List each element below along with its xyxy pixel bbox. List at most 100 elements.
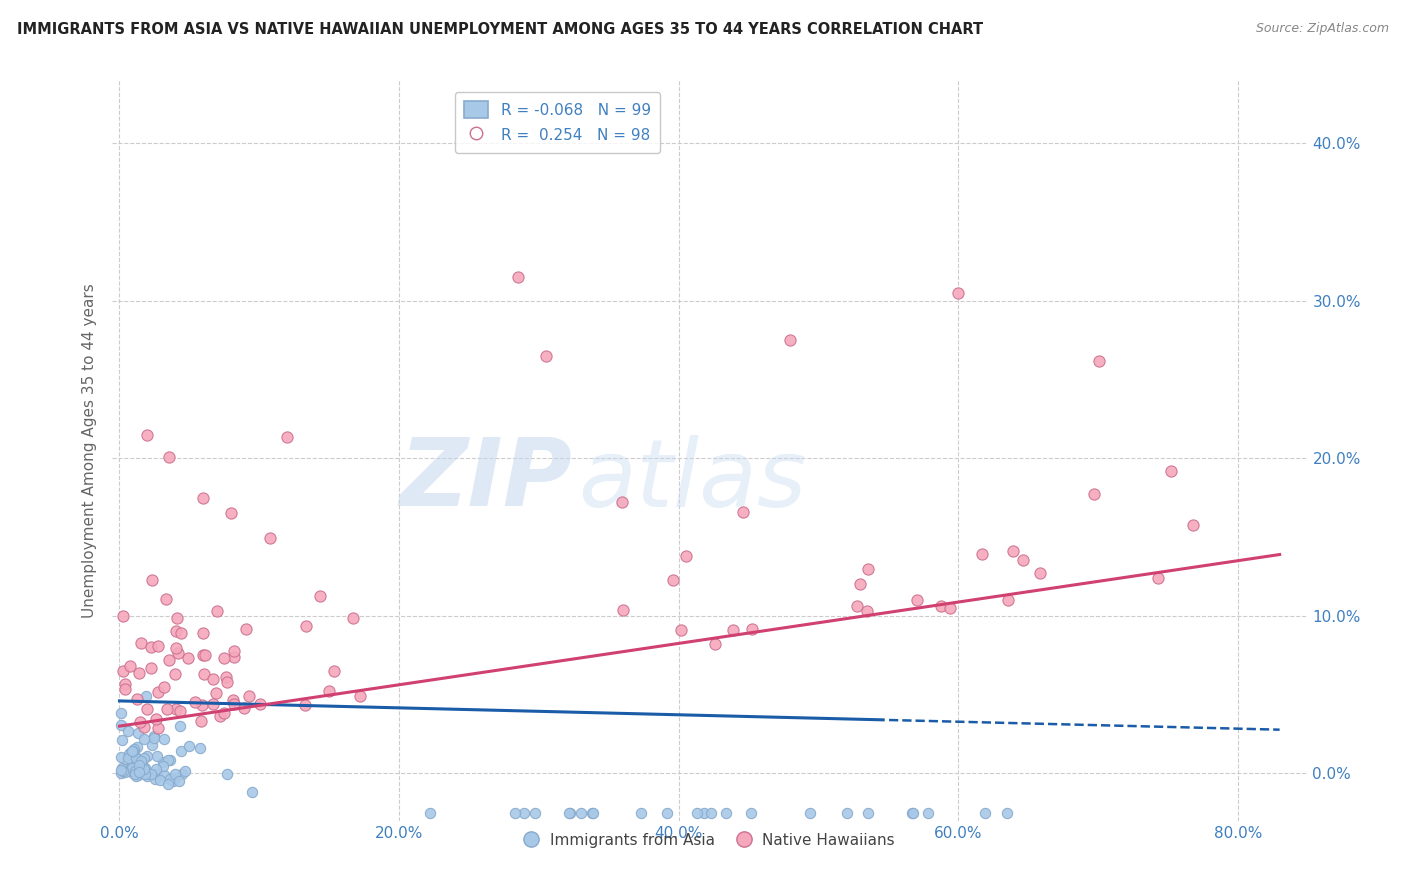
Point bbox=[128, 765, 150, 780]
Point bbox=[1181, 518, 1204, 533]
Point bbox=[259, 531, 281, 545]
Point bbox=[662, 573, 685, 587]
Point bbox=[276, 430, 298, 444]
Point bbox=[155, 592, 177, 607]
Point bbox=[215, 767, 238, 781]
Point bbox=[110, 750, 132, 764]
Point bbox=[848, 577, 870, 591]
Text: IMMIGRANTS FROM ASIA VS NATIVE HAWAIIAN UNEMPLOYMENT AMONG AGES 35 TO 44 YEARS C: IMMIGRANTS FROM ASIA VS NATIVE HAWAIIAN … bbox=[17, 22, 983, 37]
Point bbox=[139, 661, 162, 675]
Point bbox=[165, 640, 187, 655]
Point bbox=[169, 704, 191, 718]
Point bbox=[117, 751, 139, 765]
Point bbox=[114, 677, 136, 691]
Point bbox=[193, 491, 215, 505]
Point bbox=[132, 731, 155, 746]
Point bbox=[610, 495, 633, 509]
Point bbox=[163, 767, 186, 781]
Point bbox=[349, 690, 371, 704]
Point bbox=[675, 549, 697, 564]
Point bbox=[110, 763, 132, 777]
Point bbox=[157, 450, 180, 464]
Point bbox=[136, 748, 159, 763]
Point bbox=[110, 766, 132, 780]
Point bbox=[202, 672, 225, 686]
Point bbox=[630, 805, 652, 820]
Point bbox=[202, 697, 225, 711]
Point bbox=[118, 751, 141, 765]
Point bbox=[1146, 571, 1168, 585]
Point bbox=[582, 805, 605, 820]
Point bbox=[127, 758, 149, 772]
Point bbox=[419, 805, 441, 820]
Point bbox=[132, 760, 155, 774]
Point bbox=[179, 739, 201, 754]
Point bbox=[858, 562, 880, 576]
Point bbox=[145, 762, 167, 776]
Point bbox=[512, 805, 534, 820]
Point bbox=[157, 753, 180, 767]
Point bbox=[110, 718, 132, 732]
Point bbox=[799, 805, 821, 820]
Point bbox=[557, 805, 579, 820]
Point bbox=[162, 774, 184, 789]
Legend: Immigrants from Asia, Native Hawaiians: Immigrants from Asia, Native Hawaiians bbox=[519, 827, 901, 854]
Point bbox=[1001, 544, 1024, 558]
Point bbox=[111, 761, 134, 775]
Point bbox=[127, 768, 149, 782]
Point bbox=[188, 741, 211, 756]
Point bbox=[117, 724, 139, 739]
Text: atlas: atlas bbox=[579, 434, 807, 525]
Point bbox=[165, 701, 187, 715]
Point bbox=[907, 593, 929, 607]
Point bbox=[132, 763, 155, 777]
Point bbox=[779, 333, 801, 347]
Point bbox=[208, 708, 231, 723]
Point bbox=[221, 693, 243, 707]
Point bbox=[714, 805, 737, 820]
Point bbox=[523, 805, 546, 820]
Point bbox=[139, 640, 162, 655]
Point bbox=[122, 742, 145, 756]
Point bbox=[132, 766, 155, 780]
Point bbox=[152, 758, 174, 772]
Point bbox=[121, 766, 143, 780]
Point bbox=[114, 764, 136, 779]
Point bbox=[176, 651, 198, 665]
Point bbox=[1083, 487, 1105, 501]
Point bbox=[127, 726, 149, 740]
Point bbox=[342, 610, 364, 624]
Point bbox=[692, 805, 714, 820]
Point bbox=[741, 622, 763, 636]
Point bbox=[505, 805, 527, 820]
Point bbox=[238, 689, 260, 703]
Point bbox=[141, 739, 163, 753]
Point bbox=[1011, 553, 1033, 567]
Point bbox=[159, 753, 181, 767]
Point bbox=[323, 664, 346, 678]
Point bbox=[235, 622, 257, 636]
Point bbox=[135, 702, 157, 716]
Point bbox=[132, 720, 155, 734]
Point bbox=[721, 623, 744, 637]
Point bbox=[856, 805, 879, 820]
Point bbox=[169, 719, 191, 733]
Point bbox=[153, 768, 176, 782]
Point bbox=[129, 754, 152, 768]
Point bbox=[169, 774, 191, 789]
Point bbox=[740, 805, 762, 820]
Point bbox=[901, 805, 924, 820]
Point bbox=[129, 715, 152, 730]
Point bbox=[612, 603, 634, 617]
Point bbox=[120, 747, 142, 761]
Point bbox=[938, 601, 960, 615]
Point bbox=[232, 701, 254, 715]
Point bbox=[118, 747, 141, 761]
Point bbox=[136, 427, 159, 442]
Point bbox=[215, 670, 238, 684]
Point bbox=[157, 653, 180, 667]
Point bbox=[111, 733, 134, 747]
Point bbox=[318, 684, 340, 698]
Point bbox=[534, 349, 557, 363]
Text: Source: ZipAtlas.com: Source: ZipAtlas.com bbox=[1256, 22, 1389, 36]
